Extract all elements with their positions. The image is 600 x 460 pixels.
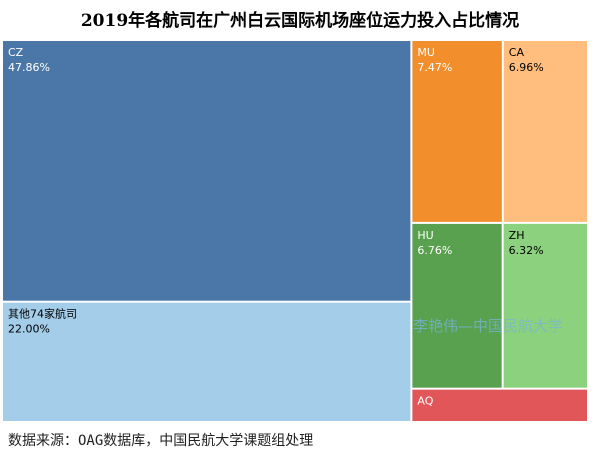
treemap-label-zh: ZH bbox=[509, 229, 525, 242]
treemap-value-cz: 47.86% bbox=[8, 61, 50, 74]
treemap-cell-mu bbox=[412, 41, 502, 222]
treemap-label-mu: MU bbox=[417, 46, 435, 59]
treemap-value-others: 22.00% bbox=[8, 323, 50, 336]
treemap-label-aq: AQ bbox=[417, 395, 433, 408]
treemap-label-others: 其他74家航司 bbox=[8, 307, 77, 321]
treemap-cell-cz bbox=[3, 41, 411, 301]
treemap-label-hu: HU bbox=[417, 229, 433, 242]
chart-title: 2019年各航司在广州白云国际机场座位运力投入占比情况 bbox=[80, 11, 520, 31]
data-source-note: 数据来源：OAG数据库，中国民航大学课题组处理 bbox=[8, 433, 314, 449]
treemap-cell-aq bbox=[412, 389, 587, 421]
treemap-label-cz: CZ bbox=[8, 46, 24, 59]
treemap-value-zh: 6.32% bbox=[509, 244, 544, 257]
treemap-value-hu: 6.76% bbox=[417, 244, 452, 257]
watermark-text: 李艳伟—中国民航大学 bbox=[413, 317, 564, 335]
treemap-value-mu: 7.47% bbox=[417, 61, 452, 74]
treemap-label-ca: CA bbox=[509, 46, 525, 59]
treemap-cell-zh bbox=[503, 223, 587, 388]
treemap-value-ca: 6.96% bbox=[509, 61, 544, 74]
treemap-cell-others bbox=[3, 302, 411, 421]
treemap-cell-ca bbox=[503, 41, 587, 222]
treemap-cell-hu bbox=[412, 223, 502, 388]
